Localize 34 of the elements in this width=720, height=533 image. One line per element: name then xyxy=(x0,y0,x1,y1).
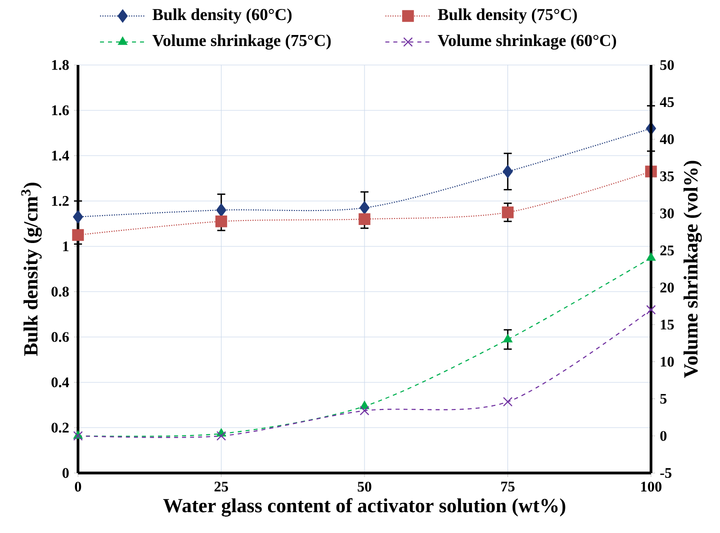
x-tick-label: 50 xyxy=(358,482,372,492)
x-tick-label: 75 xyxy=(501,482,515,492)
legend-label: Volume shrinkage (75°C) xyxy=(152,34,331,50)
y2-tick-label: 35 xyxy=(660,171,674,182)
legend-label: Bulk density (60°C) xyxy=(152,8,292,24)
y2-tick-label: 45 xyxy=(660,97,674,107)
y-axis-title: Bulk density (g/cm$^{3}$) xyxy=(21,182,42,356)
x-tick-label: 0 xyxy=(74,482,82,492)
legend-label: Bulk density (75°C) xyxy=(438,8,577,24)
y-tick-label: 1.2 xyxy=(52,196,69,206)
y2-tick-label: 40 xyxy=(660,134,674,144)
y-tick-label: 1.4 xyxy=(52,150,70,161)
x-axis-title: Water glass content of activator solution (wt%) xyxy=(163,498,566,517)
y-tick-label: 1.8 xyxy=(52,60,69,70)
y2-tick-label: 30 xyxy=(660,208,674,218)
y2-tick-label: 5 xyxy=(660,394,667,404)
y-tick-label: 0.2 xyxy=(52,422,69,433)
y2-tick-label: 50 xyxy=(660,60,674,70)
y2-tick-label: 10 xyxy=(660,356,674,367)
y-tick-label: 1.6 xyxy=(52,105,69,116)
y-tick-label: 0.8 xyxy=(52,286,69,297)
y2-tick-label: 20 xyxy=(660,282,674,292)
y2-tick-label: 25 xyxy=(660,246,674,256)
y2-axis-title: Volume shrinkage (vol%) xyxy=(684,160,702,378)
x-tick-label: 25 xyxy=(214,482,228,492)
y2-tick-label: -5 xyxy=(660,468,672,478)
y2-tick-label: 0 xyxy=(660,430,666,441)
y-tick-label: 1 xyxy=(63,241,69,252)
x-tick-label: 100 xyxy=(641,482,662,492)
y2-tick-label: 15 xyxy=(660,320,674,330)
y-tick-label: 0.6 xyxy=(52,332,69,342)
legend-label: Volume shrinkage (60°C) xyxy=(438,34,616,50)
y-tick-label: 0.4 xyxy=(52,377,70,388)
y-tick-label: 0 xyxy=(62,468,69,478)
